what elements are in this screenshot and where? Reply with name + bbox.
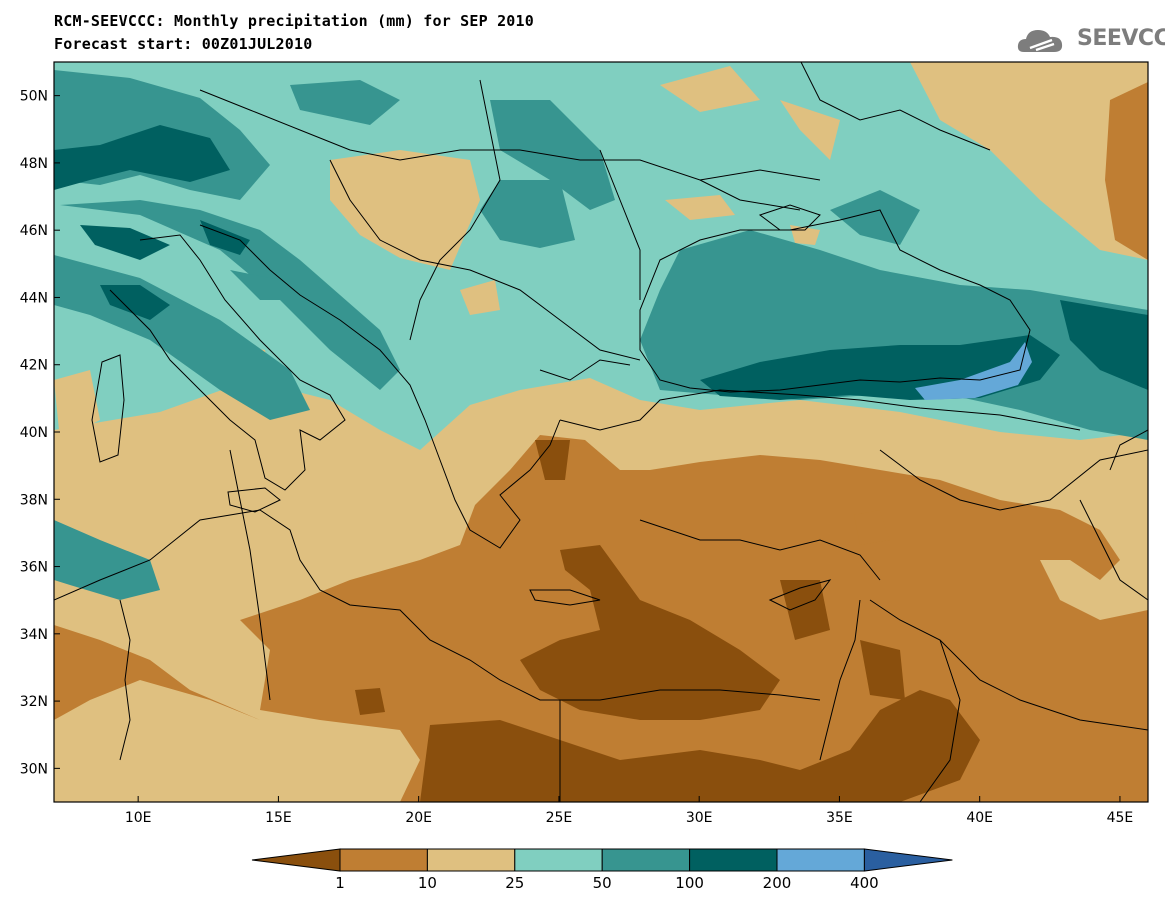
lon-tick-label: 10E xyxy=(125,810,152,826)
precip-band-200-400 xyxy=(915,342,1032,400)
lat-tick-label: 40N xyxy=(20,425,48,441)
colorbar-swatch-gt400 xyxy=(863,848,953,872)
colorbar-swatch-50-100 xyxy=(601,848,691,872)
colorbar-label: 1 xyxy=(335,874,345,892)
lon-tick-label: 35E xyxy=(826,810,853,826)
lat-tick-label: 34N xyxy=(20,627,48,643)
colorbar-label: 100 xyxy=(675,874,704,892)
lat-tick-label: 44N xyxy=(20,290,48,306)
latitude-axis: 50N 48N 46N 44N 42N 40N 38N 36N 34N 32N 30N xyxy=(20,89,60,777)
colorbar-swatch-100-200 xyxy=(689,848,778,872)
seevccc-logo: SEEVCCC xyxy=(1077,26,1165,51)
map-title: RCM-SEEVCCC: Monthly precipitation (mm) … xyxy=(54,12,534,30)
lat-tick-label: 38N xyxy=(20,492,48,508)
lon-tick-label: 15E xyxy=(265,810,292,826)
colorbar-label: 50 xyxy=(592,874,612,892)
longitude-axis: 10E 15E 20E 25E 30E 35E 40E 45E xyxy=(125,796,1133,826)
colorbar-label: 200 xyxy=(762,874,792,892)
cloud-icon xyxy=(1017,30,1063,52)
lat-tick-label: 42N xyxy=(20,358,48,374)
colorbar-swatch-10-25 xyxy=(426,848,516,872)
lon-tick-label: 40E xyxy=(966,810,993,826)
colorbar-swatch-200-400 xyxy=(776,848,865,872)
coastlines xyxy=(54,62,1148,802)
lat-tick-label: 36N xyxy=(20,560,48,576)
lat-tick-label: 48N xyxy=(20,156,48,172)
lon-tick-label: 20E xyxy=(405,810,432,826)
colorbar-label: 400 xyxy=(850,874,879,892)
lat-tick-label: 32N xyxy=(20,694,48,710)
lon-tick-label: 45E xyxy=(1107,810,1134,826)
colorbar-swatch-25-50 xyxy=(514,848,603,872)
lat-tick-label: 46N xyxy=(20,223,48,239)
forecast-start-label: Forecast start: 00Z01JUL2010 xyxy=(54,35,313,53)
lon-tick-label: 30E xyxy=(686,810,713,826)
lat-tick-label: 30N xyxy=(20,761,48,777)
colorbar-label: 25 xyxy=(505,874,525,892)
lon-tick-label: 25E xyxy=(546,810,573,826)
colorbar-swatch-lt1 xyxy=(251,848,341,872)
lat-tick-label: 50N xyxy=(20,89,48,105)
colorbar-swatch-1-10 xyxy=(339,848,428,872)
colorbar-label: 10 xyxy=(417,874,437,892)
colorbar-legend xyxy=(251,848,953,872)
